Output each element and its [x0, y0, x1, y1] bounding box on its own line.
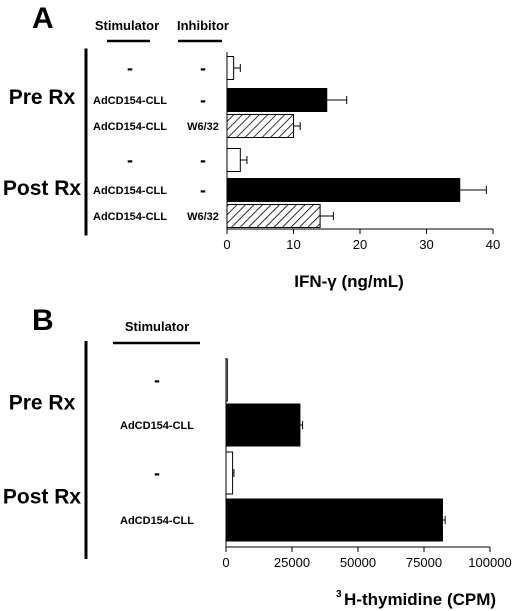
x-tick-label: 100000 [468, 555, 511, 570]
panel-b-letter: B [32, 304, 54, 337]
inhibitor-label: - [200, 90, 206, 110]
stimulator-label: - [154, 370, 160, 390]
panel-a-header-stimulator: Stimulator [95, 18, 159, 33]
data-bar [226, 56, 235, 80]
inhibitor-label: - [200, 180, 206, 200]
panel-b-header-stimulator: Stimulator [125, 319, 189, 334]
stimulator-label: - [154, 463, 160, 483]
stimulator-label: AdCD154-CLL [93, 95, 167, 107]
data-bar [226, 178, 461, 202]
group-label: Pre Rx [9, 392, 76, 415]
x-tick-label: 25000 [274, 555, 310, 570]
stimulator-label: AdCD154-CLL [93, 211, 167, 223]
stimulator-label: - [127, 58, 133, 78]
panel-b-chart: Stimulator Pre Rx - AdCD154-CLL Post Rx - AdC… [3, 319, 512, 609]
stimulator-label: AdCD154-CLL [93, 121, 167, 133]
x-tick-label: 0 [223, 237, 230, 252]
data-bar [225, 498, 443, 542]
panel-a-chart: Stimulator Inhibitor Pre Rx - - AdCD154-CLL… [3, 18, 500, 291]
data-bar [226, 114, 294, 138]
x-tick-label: 20 [353, 237, 367, 252]
x-tick-label: 30 [419, 237, 433, 252]
group-label: Post Rx [3, 486, 82, 509]
x-axis-label: H-thymidine (CPM) [344, 590, 496, 609]
group-label: Pre Rx [9, 86, 76, 109]
x-tick-label: 75000 [406, 555, 442, 570]
x-axis-label: IFN-γ (ng/mL) [294, 272, 404, 291]
stimulator-label: AdCD154-CLL [120, 420, 194, 432]
group-label: Post Rx [3, 177, 82, 200]
inhibitor-label: - [200, 150, 206, 170]
x-tick-label: 0 [222, 555, 229, 570]
data-bar [225, 403, 301, 447]
x-axis-label-superscript: 3 [336, 589, 342, 600]
panel-a-header-inhibitor: Inhibitor [177, 18, 229, 33]
stimulator-label: - [127, 150, 133, 170]
x-tick-label: 10 [286, 237, 300, 252]
stimulator-label: AdCD154-CLL [93, 185, 167, 197]
data-bar [226, 204, 321, 228]
panel-a-letter: A [32, 2, 54, 35]
x-tick-label: 50000 [340, 555, 376, 570]
data-bar [226, 88, 328, 112]
inhibitor-label: - [200, 58, 206, 78]
inhibitor-label: W6/32 [187, 121, 219, 133]
x-tick-label: 40 [486, 237, 500, 252]
stimulator-label: AdCD154-CLL [120, 515, 194, 527]
inhibitor-label: W6/32 [187, 211, 219, 223]
data-bar [226, 148, 241, 172]
data-bar [225, 451, 234, 495]
